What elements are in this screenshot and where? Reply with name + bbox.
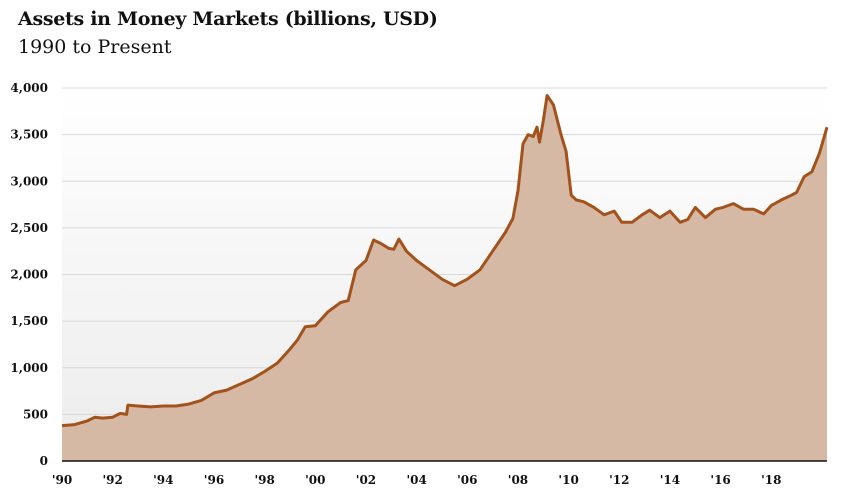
x-tick-label: '14	[660, 473, 680, 487]
y-tick-label: 2,000	[10, 268, 48, 282]
area-fill	[62, 95, 827, 461]
x-tick-label: '00	[305, 473, 325, 487]
x-tick-label: '18	[761, 473, 781, 487]
x-tick-label: '98	[254, 473, 274, 487]
y-tick-label: 1,500	[10, 314, 48, 328]
x-tick-label: '90	[52, 473, 72, 487]
y-tick-label: 3,000	[10, 174, 48, 188]
x-tick-label: '16	[710, 473, 730, 487]
x-tick-label: '04	[406, 473, 426, 487]
y-tick-label: 500	[23, 407, 48, 421]
y-tick-label: 4,000	[10, 81, 48, 95]
x-tick-label: '08	[508, 473, 528, 487]
x-tick-label: '12	[609, 473, 629, 487]
y-tick-label: 0	[40, 454, 48, 468]
x-tick-label: '06	[457, 473, 477, 487]
series-line	[61, 94, 829, 428]
x-tick-label: '02	[356, 473, 376, 487]
chart-subtitle: 1990 to Present	[18, 36, 172, 58]
x-tick-label: '96	[204, 473, 224, 487]
x-tick-label: '94	[153, 473, 173, 487]
chart-title: Assets in Money Markets (billions, USD)	[18, 8, 438, 30]
x-tick-label: '92	[102, 473, 122, 487]
y-tick-label: 1,000	[10, 361, 48, 375]
y-tick-label: 3,500	[10, 128, 48, 142]
y-tick-label: 2,500	[10, 221, 48, 235]
x-tick-label: '10	[558, 473, 578, 487]
